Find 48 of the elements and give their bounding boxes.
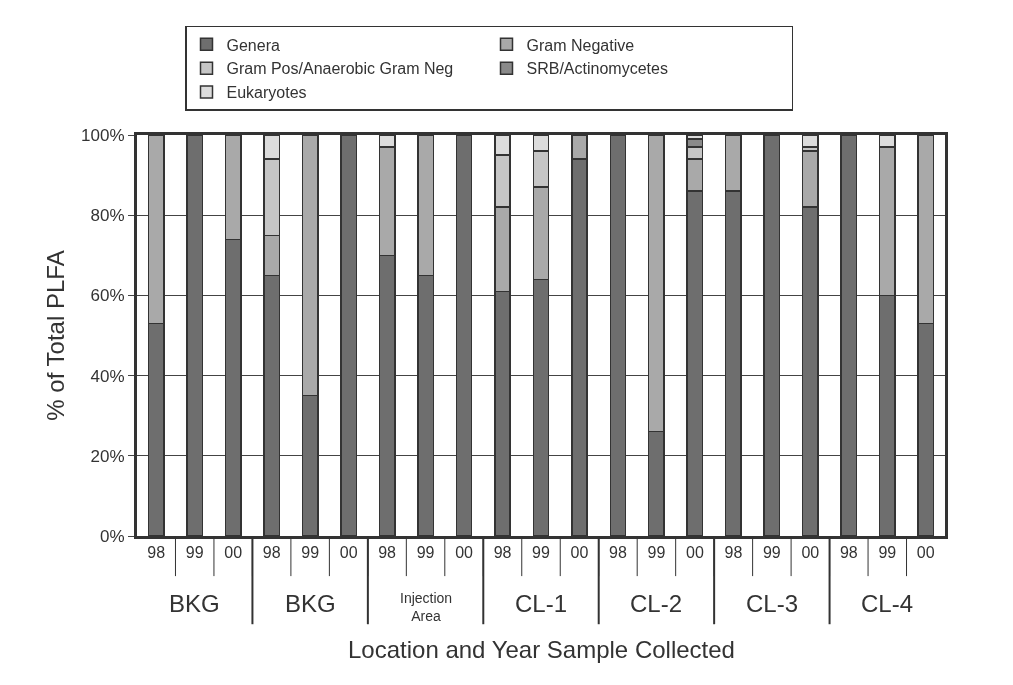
x-tick-label: 00 xyxy=(916,544,935,562)
bar xyxy=(763,135,781,536)
text: BKG xyxy=(285,590,336,617)
x-tick-label: 99 xyxy=(301,544,320,562)
x-tick-label: 98 xyxy=(378,544,397,562)
bar xyxy=(840,135,858,536)
x-tick-label: 00 xyxy=(570,544,589,562)
text: Injection Area xyxy=(400,590,453,625)
x-tick-label: 00 xyxy=(686,544,704,562)
y-tick-label: 80% xyxy=(90,206,125,226)
bar xyxy=(455,135,473,536)
bar xyxy=(340,135,358,536)
text: BKG xyxy=(169,590,220,617)
x-tick-label: 98 xyxy=(147,544,166,562)
x-tick-label: 00 xyxy=(339,544,358,562)
x-tick-label: 98 xyxy=(724,544,743,562)
x-tick-label: 00 xyxy=(801,544,820,562)
y-tick-label: 20% xyxy=(90,446,125,466)
y-tick-label: 40% xyxy=(90,366,125,386)
x-axis-title: Location and Year Sample Collected xyxy=(348,636,735,663)
x-tick-label: 99 xyxy=(185,544,204,562)
legend-label: Gram Negative xyxy=(526,36,635,54)
legend-label: Eukaryotes xyxy=(226,84,307,102)
bar xyxy=(801,135,819,148)
y-tick-label: 100% xyxy=(81,125,125,145)
x-tick-label: 99 xyxy=(647,544,666,562)
text: CL-3 xyxy=(746,590,799,617)
text: CL-2 xyxy=(630,590,683,617)
bar xyxy=(609,135,627,536)
x-tick-label: 99 xyxy=(762,544,781,562)
legend-label: Genera xyxy=(226,36,280,54)
y-axis-title: % of Total PLFA xyxy=(42,250,70,421)
x-tick-label: 98 xyxy=(493,544,512,562)
x-tick-label: 98 xyxy=(839,544,858,562)
x-tick-label: 99 xyxy=(532,544,550,562)
y-tick-label: 0% xyxy=(100,526,125,546)
y-tick-label: 60% xyxy=(90,286,125,306)
text: CL-4 xyxy=(861,590,914,617)
x-tick-label: 99 xyxy=(416,544,435,562)
x-tick-label: 00 xyxy=(455,544,474,562)
text: CL-1 xyxy=(515,590,568,617)
x-tick-label: 00 xyxy=(224,544,243,562)
x-tick-label: 98 xyxy=(262,544,281,562)
x-tick-label: 98 xyxy=(609,544,627,562)
bar xyxy=(186,135,204,536)
x-tick-label: 99 xyxy=(878,544,897,562)
legend-label: Gram Pos/Anaerobic Gram Neg xyxy=(226,60,454,78)
legend-label: SRB/Actinomycetes xyxy=(526,60,668,78)
